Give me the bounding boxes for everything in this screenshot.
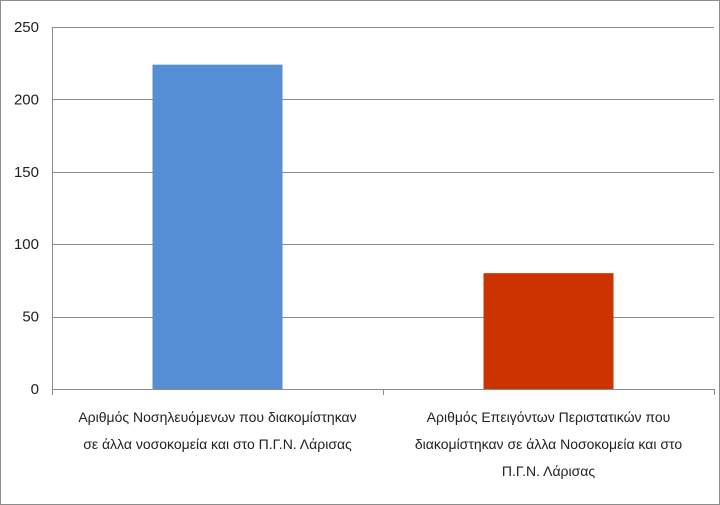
y-tick-label: 150 (14, 164, 39, 181)
x-category-label: Αριθμός Νοσηλευόμενων που διακομίστηκαν σ… (78, 409, 356, 452)
bars (152, 64, 614, 389)
x-category-label-line: Π.Γ.Ν. Λάρισας (502, 463, 595, 479)
bar (152, 64, 283, 389)
y-tick-label: 250 (14, 19, 39, 36)
gridlines (52, 27, 714, 318)
bar (483, 273, 614, 389)
x-category-label-line: διακομίστηκαν σε άλλα Νοσοκομεία και στο (415, 436, 682, 452)
x-category-label-line: Αριθμός Επειγόντων Περιστατικών που (427, 409, 671, 425)
labels: 0 50 100 150 200 250 Αριθμός Νοσηλευόμενων που… (14, 19, 682, 479)
x-category-label: Αριθμός Επειγόντων Περιστατικών που διακο… (415, 409, 682, 479)
y-tick-label: 50 (22, 309, 39, 326)
y-tick-label: 200 (14, 91, 39, 108)
x-category-label-line: σε άλλα νοσοκομεία και στο Π.Γ.Ν. Λάρισα… (83, 436, 352, 452)
x-category-label-line: Αριθμός Νοσηλευόμενων που διακομίστηκαν (78, 409, 356, 425)
y-tick-label: 100 (14, 236, 39, 253)
axes (52, 27, 715, 395)
y-tick-label: 0 (31, 381, 39, 398)
